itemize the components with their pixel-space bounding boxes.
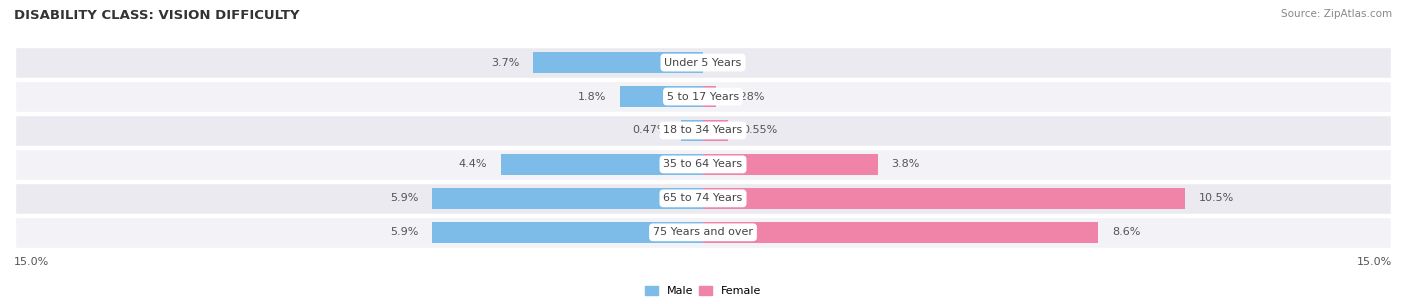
Text: 5 to 17 Years: 5 to 17 Years [666, 92, 740, 102]
Bar [14, 80, 1392, 113]
Text: 15.0%: 15.0% [14, 257, 49, 267]
Bar [14, 182, 1392, 215]
Bar [682, 120, 703, 141]
Bar [501, 154, 703, 175]
Legend: Male, Female: Male, Female [640, 282, 766, 301]
Text: 0.0%: 0.0% [717, 57, 745, 67]
Text: 1.8%: 1.8% [578, 92, 606, 102]
Bar [703, 154, 877, 175]
Text: 5.9%: 5.9% [389, 227, 418, 237]
Text: 4.4%: 4.4% [458, 159, 486, 169]
Bar [533, 52, 703, 73]
Bar [432, 222, 703, 243]
Text: 5.9%: 5.9% [389, 193, 418, 203]
Text: 65 to 74 Years: 65 to 74 Years [664, 193, 742, 203]
Bar [703, 188, 1185, 209]
Bar [14, 148, 1392, 181]
Bar [703, 86, 716, 107]
Text: 15.0%: 15.0% [1357, 257, 1392, 267]
Text: Source: ZipAtlas.com: Source: ZipAtlas.com [1281, 9, 1392, 19]
Bar [703, 222, 1098, 243]
Text: 18 to 34 Years: 18 to 34 Years [664, 126, 742, 136]
Bar [14, 114, 1392, 147]
Text: 3.8%: 3.8% [891, 159, 920, 169]
Text: 75 Years and over: 75 Years and over [652, 227, 754, 237]
Text: 10.5%: 10.5% [1199, 193, 1234, 203]
Text: 8.6%: 8.6% [1112, 227, 1140, 237]
Bar [14, 46, 1392, 79]
Bar [620, 86, 703, 107]
Text: 0.47%: 0.47% [633, 126, 668, 136]
Bar [432, 188, 703, 209]
Bar [14, 216, 1392, 249]
Bar [703, 120, 728, 141]
Text: 0.28%: 0.28% [730, 92, 765, 102]
Text: Under 5 Years: Under 5 Years [665, 57, 741, 67]
Text: 3.7%: 3.7% [491, 57, 519, 67]
Text: 0.55%: 0.55% [742, 126, 778, 136]
Text: DISABILITY CLASS: VISION DIFFICULTY: DISABILITY CLASS: VISION DIFFICULTY [14, 9, 299, 22]
Text: 35 to 64 Years: 35 to 64 Years [664, 159, 742, 169]
